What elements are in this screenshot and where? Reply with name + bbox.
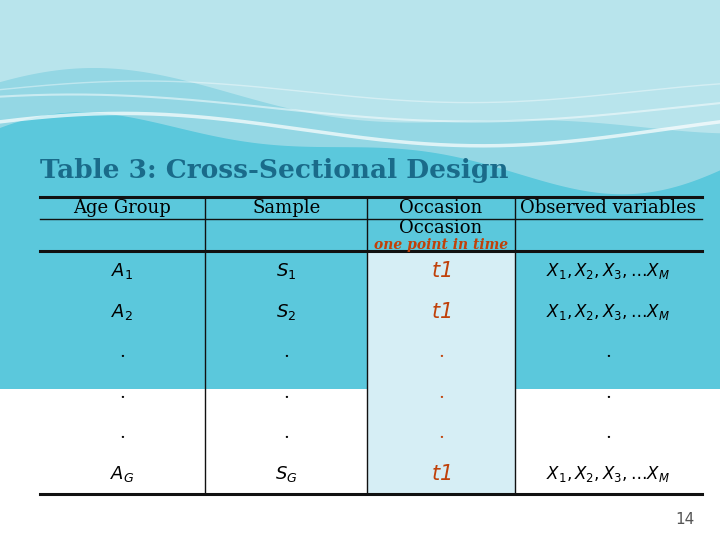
Text: Sample: Sample	[252, 199, 320, 217]
Text: Occasion: Occasion	[400, 219, 482, 238]
Text: Table 3: Cross-Sectional Design: Table 3: Cross-Sectional Design	[40, 158, 508, 183]
Text: $X_1, X_2, X_3, \ldots X_M$: $X_1, X_2, X_3, \ldots X_M$	[546, 302, 670, 322]
Text: .: .	[120, 424, 125, 442]
Polygon shape	[0, 0, 720, 389]
Polygon shape	[0, 0, 720, 133]
Text: $t$1: $t$1	[431, 261, 451, 281]
Text: $A_{G}$: $A_{G}$	[110, 464, 135, 484]
Text: .: .	[120, 343, 125, 361]
Text: .: .	[606, 343, 611, 361]
Text: .: .	[438, 384, 444, 402]
Text: one point in time: one point in time	[374, 238, 508, 252]
Polygon shape	[0, 0, 720, 194]
Text: $S_{1}$: $S_{1}$	[276, 261, 297, 281]
Text: $S_{G}$: $S_{G}$	[275, 464, 297, 484]
Text: .: .	[438, 343, 444, 361]
Text: .: .	[438, 424, 444, 442]
Text: $X_1, X_2, X_3, \ldots X_M$: $X_1, X_2, X_3, \ldots X_M$	[546, 464, 670, 484]
Text: .: .	[283, 343, 289, 361]
Text: .: .	[120, 384, 125, 402]
Text: Age Group: Age Group	[73, 199, 171, 217]
Text: Occasion: Occasion	[400, 199, 482, 217]
Text: .: .	[606, 384, 611, 402]
Text: Observed variables: Observed variables	[521, 199, 696, 217]
Text: $t$1: $t$1	[431, 464, 451, 484]
Text: $t$1: $t$1	[431, 302, 451, 322]
Text: .: .	[606, 424, 611, 442]
Text: .: .	[283, 424, 289, 442]
Text: $A_{2}$: $A_{2}$	[112, 302, 133, 322]
Text: $X_1, X_2, X_3, \ldots X_M$: $X_1, X_2, X_3, \ldots X_M$	[546, 261, 670, 281]
Bar	[367, 251, 515, 494]
Text: 14: 14	[675, 511, 695, 526]
Text: $A_{1}$: $A_{1}$	[112, 261, 133, 281]
Text: $S_{2}$: $S_{2}$	[276, 302, 297, 322]
Text: .: .	[283, 384, 289, 402]
